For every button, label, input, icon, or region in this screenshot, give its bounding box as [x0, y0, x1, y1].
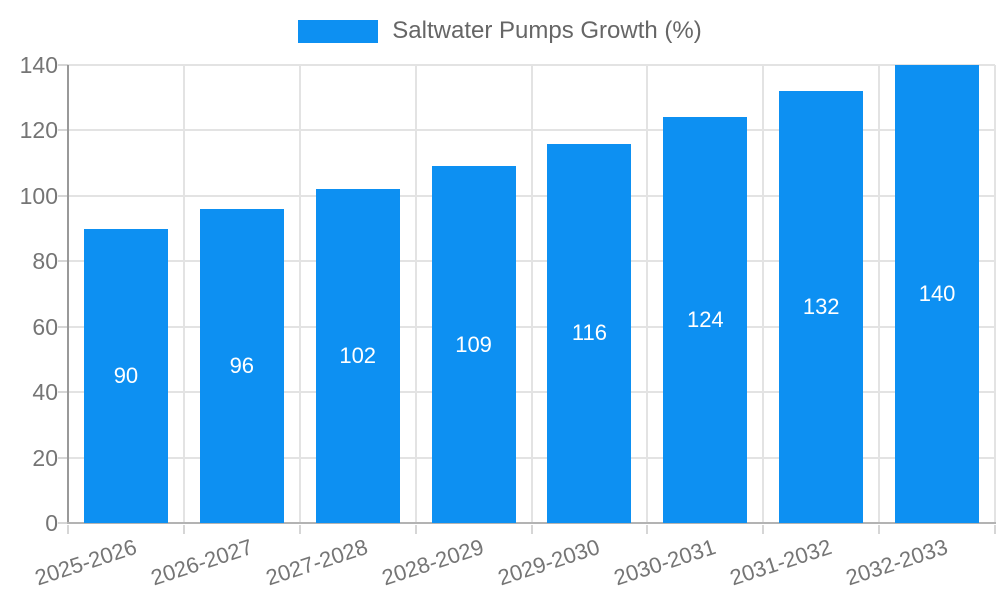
v-gridline — [530, 65, 533, 523]
v-gridline — [298, 65, 301, 523]
bar[interactable]: 109 — [431, 166, 516, 523]
y-tick-label: 20 — [32, 444, 58, 471]
bar[interactable]: 102 — [315, 189, 400, 523]
y-axis-line — [67, 65, 69, 523]
plot-area: 90 96 102 109 116 124 132 140 — [58, 64, 996, 534]
bar-value-label: 116 — [571, 320, 607, 346]
y-tick-label: 60 — [32, 313, 58, 340]
x-tick-mark — [414, 525, 417, 534]
y-tick-label: 40 — [32, 379, 58, 406]
bar-value-label: 109 — [455, 331, 492, 357]
x-tick-mark — [762, 525, 765, 534]
v-gridline — [994, 65, 996, 523]
bar-value-label: 90 — [113, 362, 139, 388]
v-gridline — [878, 65, 881, 523]
legend[interactable]: Saltwater Pumps Growth (%) — [0, 17, 1000, 45]
x-tick-label: 2029-2030 — [495, 534, 603, 591]
bar[interactable]: 124 — [663, 117, 748, 523]
bar[interactable]: 90 — [83, 228, 168, 523]
y-tick-mark — [58, 129, 68, 132]
x-tick-mark — [182, 525, 185, 534]
y-tick-label: 120 — [19, 117, 58, 144]
y-tick-mark — [58, 522, 68, 524]
x-tick-label: 2032-2033 — [842, 534, 951, 591]
v-gridline — [414, 65, 417, 523]
x-tick-label: 2027-2028 — [263, 534, 372, 591]
bar[interactable]: 96 — [199, 208, 284, 523]
x-tick-mark — [530, 525, 533, 534]
v-gridline — [646, 65, 649, 523]
x-tick-label: 2025-2026 — [31, 534, 140, 591]
bar-value-label: 124 — [686, 307, 724, 333]
v-gridline — [182, 65, 185, 523]
y-tick-mark — [58, 325, 68, 328]
y-tick-label: 100 — [19, 182, 58, 209]
v-gridline — [762, 65, 765, 523]
bar[interactable]: 132 — [779, 91, 864, 523]
legend-label: Saltwater Pumps Growth (%) — [392, 17, 702, 44]
y-tick-label: 80 — [32, 248, 58, 275]
x-tick-label: 2028-2029 — [379, 534, 487, 591]
bar-value-label: 140 — [918, 281, 956, 306]
x-tick-label: 2030-2031 — [610, 534, 719, 591]
x-tick-mark — [878, 525, 881, 534]
y-tick-mark — [58, 194, 68, 197]
x-tick-mark — [298, 525, 301, 534]
bar-value-label: 96 — [229, 352, 255, 378]
bar-value-label: 132 — [802, 294, 840, 320]
bar[interactable]: 140 — [895, 65, 980, 523]
x-tick-mark — [994, 525, 996, 534]
x-tick-label: 2031-2032 — [726, 534, 835, 591]
x-tick-mark — [646, 525, 649, 534]
y-tick-mark — [58, 456, 68, 459]
y-tick-mark — [58, 64, 68, 66]
y-tick-mark — [58, 260, 68, 263]
legend-swatch — [298, 19, 379, 43]
x-axis-line — [67, 522, 996, 524]
x-tick-mark — [67, 525, 69, 534]
y-tick-label: 0 — [45, 510, 58, 536]
y-tick-label: 140 — [19, 52, 58, 78]
bar[interactable]: 116 — [547, 143, 632, 523]
y-tick-mark — [58, 391, 68, 394]
bar-value-label: 102 — [339, 343, 377, 369]
x-tick-label: 2026-2027 — [147, 534, 256, 591]
